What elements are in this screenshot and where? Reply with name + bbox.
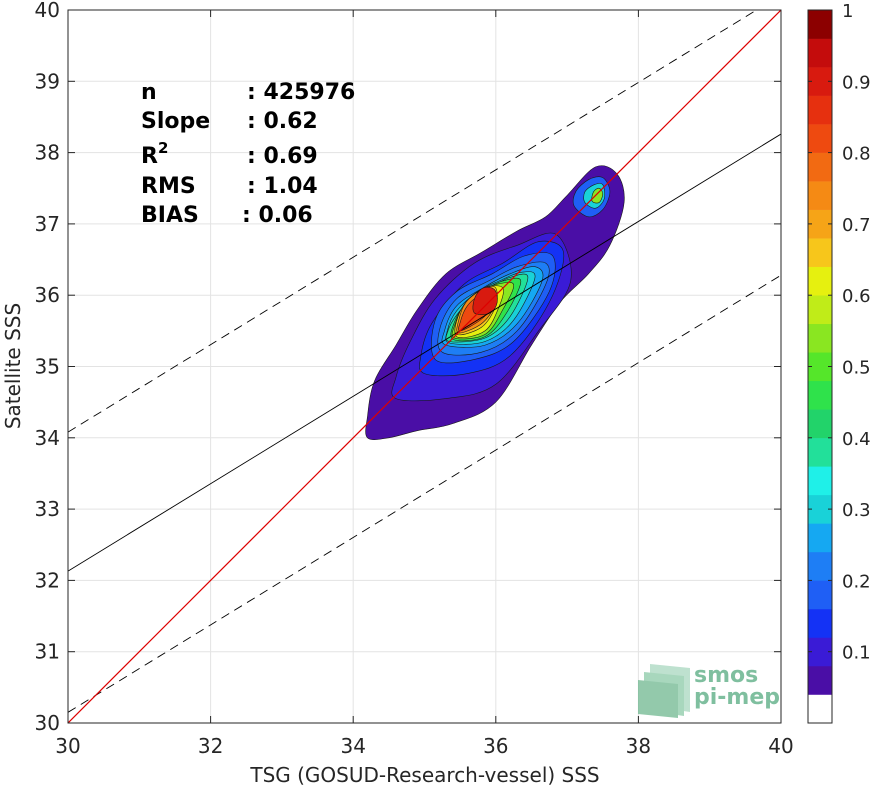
density-contour-level-14: [472, 286, 498, 315]
density-contours: [365, 165, 625, 440]
stat-label-text: Slope: [141, 109, 210, 134]
colorbar-segment: [808, 437, 832, 467]
colorbar-segment: [808, 466, 832, 496]
x-tick-label: 30: [55, 734, 80, 758]
colorbar-segment: [808, 124, 832, 153]
logo-text-pimep: pi-mep: [694, 685, 780, 710]
x-axis-ticks: 30 32 34 36 38 40: [55, 10, 794, 758]
colorbar-tick-label: 0.9: [842, 72, 871, 93]
colorbar-segment: [808, 10, 832, 39]
colorbar-tick-label: 0.3: [842, 500, 871, 521]
x-axis-title: TSG (GOSUD-Research-vessel) SSS: [249, 763, 599, 787]
regression-bound-line-0: [68, 10, 758, 433]
x-tick-label: 32: [198, 734, 223, 758]
stat-label-text: n: [141, 80, 157, 105]
colorbar-tick-label: 0.8: [842, 144, 871, 165]
colorbar-segment: [808, 694, 832, 724]
y-tick-label: 37: [35, 212, 60, 236]
x-tick-label: 36: [483, 734, 508, 758]
colorbar-segment: [808, 409, 832, 439]
y-axis-ticks: 30 31 32 33 34 35 36 37 38 39 40: [35, 0, 781, 735]
regression-lines: [68, 10, 781, 723]
regression-line: [68, 133, 781, 572]
colorbar-segment: [808, 551, 832, 581]
colorbar-segment: [808, 95, 832, 125]
colorbar-tick-label: 0.6: [842, 286, 871, 307]
colorbar-tick-label: 0.1: [842, 643, 871, 664]
stat-value: : 425976: [247, 80, 355, 105]
y-tick-label: 34: [35, 426, 60, 450]
colorbar-segment: [808, 295, 832, 325]
y-tick-label: 31: [35, 640, 60, 664]
stat-label: n: [141, 80, 157, 105]
statistics-box: n : 425976 Slope : 0.62 R2 : 0.69 RMS : 1.04 BIA…: [141, 80, 355, 228]
regression-bound-line-1: [68, 274, 781, 713]
stat-value: : 0.06: [242, 203, 313, 228]
colorbar-segment: [808, 580, 832, 610]
stat-label-superscript: 2: [158, 139, 168, 157]
stat-value: : 1.04: [247, 174, 318, 199]
colorbar-segment: [808, 38, 832, 68]
stat-value: : 0.62: [247, 109, 318, 134]
colorbar-segment: [808, 152, 832, 182]
colorbar-tick-label: 0.4: [842, 429, 871, 450]
colorbar-tick-label: 0.2: [842, 571, 871, 592]
colorbar-segment: [808, 266, 832, 296]
x-tick-label: 38: [626, 734, 651, 758]
colorbar-segment: [808, 523, 832, 553]
stat-label: BIAS: [141, 203, 199, 228]
y-tick-label: 30: [35, 711, 60, 735]
stat-label-text: RMS: [141, 174, 196, 199]
logo-text-smos: smos: [694, 663, 758, 688]
colorbar-tick-label: 1: [842, 1, 853, 22]
colorbar-tick-label: 0.5: [842, 358, 871, 379]
y-tick-label: 39: [35, 69, 60, 93]
y-tick-label: 32: [35, 568, 60, 592]
y-tick-label: 36: [35, 283, 60, 307]
x-tick-label: 40: [768, 734, 793, 758]
colorbar-tick-label: 0.7: [842, 215, 871, 236]
stat-label: Slope: [141, 109, 210, 134]
logo-icon: [638, 664, 690, 718]
colorbar-segment: [808, 380, 832, 410]
y-tick-label: 35: [35, 355, 60, 379]
density-contour-level-17: [591, 187, 604, 204]
stat-label-text: BIAS: [141, 203, 199, 228]
y-tick-label: 33: [35, 497, 60, 521]
smos-pi-mep-logo: smos pi-mep: [638, 663, 780, 718]
y-tick-label: 38: [35, 141, 60, 165]
x-tick-label: 34: [340, 734, 365, 758]
colorbar-segment: [808, 665, 832, 695]
stat-label: R2: [141, 139, 168, 169]
y-tick-label: 40: [35, 0, 60, 22]
identity-line: [68, 10, 781, 723]
colorbar-segment: [808, 238, 832, 267]
stat-label: RMS: [141, 174, 196, 199]
stat-label-text: R: [141, 144, 158, 169]
colorbar-segment: [808, 608, 832, 638]
colorbar: 0.1 0.2 0.3 0.4 0.5 0.6 0.7 0.8 0.9 1: [807, 1, 871, 724]
colorbar-segment: [808, 323, 832, 353]
colorbar-segment: [808, 181, 832, 210]
y-axis-title: Satellite SSS: [1, 303, 25, 429]
stat-value: : 0.69: [247, 144, 318, 169]
